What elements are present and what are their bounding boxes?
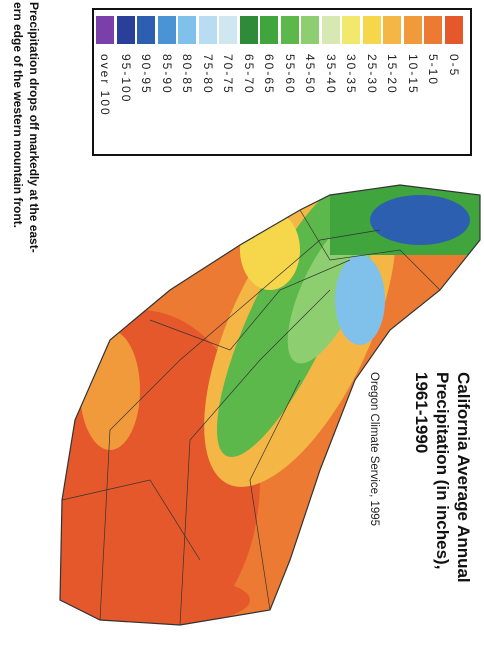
legend-label: 70-75 bbox=[221, 54, 236, 95]
legend-label: 35-40 bbox=[323, 54, 338, 95]
legend-swatch bbox=[444, 16, 463, 44]
title-line: 1961-1990 bbox=[412, 372, 431, 454]
state-outline bbox=[59, 184, 481, 626]
legend-swatch bbox=[362, 16, 381, 44]
legend-swatch bbox=[260, 16, 279, 44]
legend-label: 95-100 bbox=[118, 54, 133, 104]
legend-item: 0-5 bbox=[444, 16, 465, 154]
legend-label: over 100 bbox=[98, 54, 113, 117]
legend-item: 80-85 bbox=[177, 16, 198, 154]
legend-label: 80-85 bbox=[180, 54, 195, 95]
map-regions bbox=[60, 185, 480, 625]
legend-swatch bbox=[137, 16, 156, 44]
county-lines bbox=[61, 209, 441, 626]
legend: 0-5 5-10 10-15 15-20 25-30 30-35 35-40 45-50 55-… bbox=[92, 8, 472, 156]
legend-swatch bbox=[239, 16, 258, 44]
legend-swatch bbox=[403, 16, 422, 44]
legend-item: 45-50 bbox=[300, 16, 321, 154]
legend-swatch bbox=[96, 16, 115, 44]
legend-item: 65-70 bbox=[239, 16, 260, 154]
title-line: California Average Annual bbox=[454, 372, 473, 583]
caption-line: Precipitation drops off markedly at the … bbox=[27, 2, 41, 253]
legend-label: 25-30 bbox=[364, 54, 379, 95]
legend-item: 15-20 bbox=[382, 16, 403, 154]
legend-item: 60-65 bbox=[259, 16, 280, 154]
caption: Precipitation drops off markedly at the … bbox=[10, 2, 42, 342]
legend-item: over 100 bbox=[95, 16, 116, 154]
legend-swatch bbox=[198, 16, 217, 44]
legend-label: 85-90 bbox=[159, 54, 174, 95]
legend-swatch bbox=[342, 16, 361, 44]
caption-line: ern edge of the western mountain front. bbox=[11, 2, 25, 229]
legend-swatch bbox=[321, 16, 340, 44]
legend-label: 10-15 bbox=[405, 54, 420, 95]
legend-item: 25-30 bbox=[362, 16, 383, 154]
title: California Average Annual Precipitation … bbox=[411, 372, 474, 642]
legend-item: 30-35 bbox=[341, 16, 362, 154]
legend-swatch bbox=[424, 16, 443, 44]
source: Oregon Climate Service, 1995 bbox=[368, 372, 380, 527]
legend-swatch bbox=[301, 16, 320, 44]
legend-label: 75-80 bbox=[200, 54, 215, 95]
legend-item: 70-75 bbox=[218, 16, 239, 154]
legend-label: 55-60 bbox=[282, 54, 297, 95]
legend-swatch bbox=[383, 16, 402, 44]
legend-item: 10-15 bbox=[403, 16, 424, 154]
legend-label: 65-70 bbox=[241, 54, 256, 95]
legend-item: 90-95 bbox=[136, 16, 157, 154]
legend-label: 90-95 bbox=[139, 54, 154, 95]
legend-label: 30-35 bbox=[344, 54, 359, 95]
legend-swatch bbox=[219, 16, 238, 44]
legend-item: 85-90 bbox=[157, 16, 178, 154]
legend-item: 55-60 bbox=[280, 16, 301, 154]
legend-item: 95-100 bbox=[116, 16, 137, 154]
legend-label: 0-5 bbox=[446, 54, 461, 78]
legend-swatch bbox=[280, 16, 299, 44]
legend-item: 75-80 bbox=[198, 16, 219, 154]
legend-swatch bbox=[178, 16, 197, 44]
title-line: Precipitation (in inches), bbox=[433, 372, 452, 570]
legend-label: 60-65 bbox=[262, 54, 277, 95]
legend-swatch bbox=[157, 16, 176, 44]
legend-item: 5-10 bbox=[423, 16, 444, 154]
legend-item: 35-40 bbox=[321, 16, 342, 154]
legend-swatch bbox=[116, 16, 135, 44]
legend-label: 15-20 bbox=[385, 54, 400, 95]
legend-label: 5-10 bbox=[426, 54, 441, 87]
legend-label: 45-50 bbox=[303, 54, 318, 95]
